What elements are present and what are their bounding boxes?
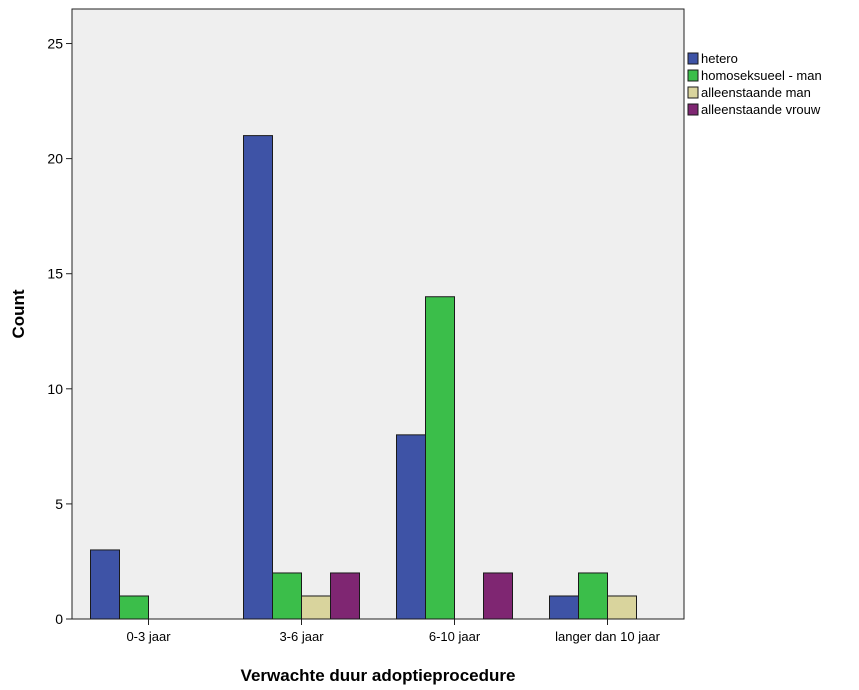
bar-homoseksueel-man-1 xyxy=(272,572,302,620)
bar-hetero-3 xyxy=(549,595,579,620)
y-axis: 0 5 10 15 20 25 xyxy=(47,36,72,627)
bar-alleenstaande-man-1 xyxy=(301,595,331,620)
legend-swatch xyxy=(687,69,699,82)
bars xyxy=(90,135,637,620)
y-axis-label: Count xyxy=(9,289,28,338)
legend: hetero homoseksueel - man alleenstaande ma… xyxy=(687,51,822,117)
bar-alleenstaande-vrouw-1 xyxy=(330,572,360,620)
legend-swatch xyxy=(687,52,699,65)
y-tick-label: 5 xyxy=(55,496,63,512)
legend-swatch xyxy=(687,103,699,116)
bar-homoseksueel-man-3 xyxy=(578,572,608,620)
bar-hetero-2 xyxy=(396,434,426,620)
y-tick-label: 20 xyxy=(47,151,63,167)
x-axis: 0-3 jaar 3-6 jaar 6-10 jaar langer dan 10 j… xyxy=(126,619,661,644)
bar-hetero-0 xyxy=(90,549,120,620)
y-tick-label: 25 xyxy=(47,36,63,52)
bar-homoseksueel-man-0 xyxy=(119,595,149,620)
y-tick-label: 0 xyxy=(55,611,63,627)
legend-label: hetero xyxy=(701,51,738,66)
x-tick-label: 3-6 jaar xyxy=(279,629,324,644)
legend-label: homoseksueel - man xyxy=(701,68,822,83)
bar-homoseksueel-man-2 xyxy=(425,296,455,620)
y-tick-label: 15 xyxy=(47,266,63,282)
y-tick-label: 10 xyxy=(47,381,63,397)
x-tick-label: 0-3 jaar xyxy=(126,629,171,644)
x-axis-label: Verwachte duur adoptieprocedure xyxy=(241,666,516,685)
legend-label: alleenstaande man xyxy=(701,85,811,100)
bar-hetero-1 xyxy=(243,135,273,620)
legend-label: alleenstaande vrouw xyxy=(701,102,821,117)
bar-alleenstaande-man-3 xyxy=(607,595,637,620)
x-tick-label: langer dan 10 jaar xyxy=(555,629,660,644)
x-tick-label: 6-10 jaar xyxy=(429,629,481,644)
legend-swatch xyxy=(687,86,699,99)
plot-area xyxy=(71,8,685,620)
bar-alleenstaande-vrouw-2 xyxy=(483,572,513,620)
